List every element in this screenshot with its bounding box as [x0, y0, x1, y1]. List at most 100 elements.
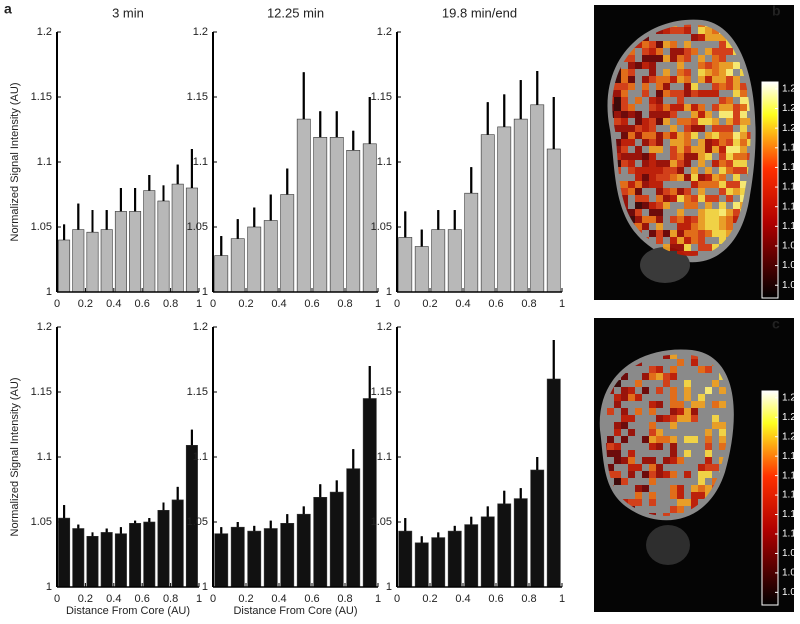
heatmap-cell	[663, 354, 670, 359]
heatmap-cell	[698, 244, 705, 251]
heatmap-cell	[656, 41, 663, 48]
heatmap-cell	[684, 230, 691, 237]
x-tick-label: 0.6	[304, 593, 319, 605]
heatmap-cell	[698, 216, 705, 223]
heatmap-cell	[663, 55, 670, 62]
heatmap-cell	[740, 83, 747, 90]
heatmap-cell	[691, 485, 698, 492]
heatmap-cell	[726, 62, 733, 69]
heatmap-cell	[642, 457, 649, 464]
heatmap-cell	[677, 90, 684, 97]
heatmap-cell	[677, 230, 684, 237]
heatmap-cell	[621, 153, 628, 160]
heatmap-cell	[719, 111, 726, 118]
heatmap-cell	[649, 48, 656, 55]
heatmap-cell	[726, 188, 733, 195]
heatmap-cell	[614, 478, 621, 485]
colorbar-tick-label: 1.2	[782, 431, 796, 442]
heatmap-cell	[642, 90, 649, 97]
heatmap-cell	[656, 436, 663, 443]
heatmap-cell	[677, 97, 684, 104]
colorbar-tick-label: 1.06	[782, 260, 800, 271]
heatmap-cell	[649, 408, 656, 415]
chart-title: 3 min	[112, 5, 144, 20]
heatmap-cell	[642, 167, 649, 174]
heatmap-cell	[614, 111, 621, 118]
heatmap-cell	[663, 471, 670, 478]
heatmap-cell	[712, 401, 719, 408]
heatmap-cell	[635, 216, 642, 223]
heatmap-cell	[712, 27, 719, 34]
heatmap-cell	[663, 69, 670, 76]
heatmap-cell	[698, 485, 705, 492]
heatmap-cell	[677, 76, 684, 83]
heatmap-cell	[691, 499, 698, 506]
panel-letter: a	[4, 1, 12, 17]
bar	[497, 126, 512, 293]
heatmap-cell	[719, 422, 726, 429]
heatmap-cell	[726, 230, 733, 237]
bar	[480, 516, 495, 588]
heatmap-cell	[684, 90, 691, 97]
bar	[346, 150, 361, 293]
heatmap-cell	[656, 223, 663, 230]
heatmap-cell	[677, 359, 684, 366]
heatmap-cell	[691, 216, 698, 223]
heatmap-cell	[612, 104, 614, 111]
colorbar	[761, 390, 779, 606]
heatmap-cell	[691, 132, 698, 139]
heatmap-cell	[670, 415, 677, 422]
heatmap-cell	[677, 160, 684, 167]
heatmap-cell	[656, 429, 663, 436]
heatmap-cell	[670, 195, 677, 202]
heatmap-cell	[684, 436, 691, 443]
heatmap-cell	[705, 209, 712, 216]
heatmap-cell	[698, 55, 705, 62]
heatmap-cell	[649, 230, 656, 237]
heatmap-cell	[719, 160, 726, 167]
y-tick-label: 1.15	[31, 91, 52, 103]
heatmap-cell	[705, 132, 712, 139]
heatmap-cell	[726, 48, 733, 55]
heatmap-cell	[635, 167, 642, 174]
heatmap-cell	[607, 408, 614, 415]
heatmap-cell	[698, 76, 705, 83]
heatmap-cell	[628, 499, 635, 506]
heatmap-cell	[656, 146, 663, 153]
heatmap-cell	[684, 387, 691, 394]
bar	[171, 183, 184, 293]
x-tick-label: 0.4	[455, 593, 470, 605]
heatmap-cell	[649, 55, 656, 62]
heatmap-cell	[677, 48, 684, 55]
heatmap-cell	[663, 174, 670, 181]
bar	[530, 469, 545, 588]
heatmap-cell	[712, 244, 719, 251]
heatmap-cell	[705, 244, 712, 251]
heatmap-cell	[719, 174, 726, 181]
heatmap-cell	[698, 492, 705, 499]
heatmap-cell	[612, 111, 614, 118]
heatmap-cell	[719, 104, 726, 111]
y-tick-label: 1.2	[37, 321, 52, 333]
heatmap-cell	[670, 373, 677, 380]
x-tick-label: 0.6	[488, 593, 503, 605]
heatmap-cell	[670, 146, 677, 153]
y-tick-label: 1	[46, 581, 52, 593]
heatmap-cell	[649, 499, 656, 506]
heatmap-cell	[656, 471, 663, 478]
heatmap-cell	[712, 181, 719, 188]
heatmap-cell	[621, 160, 628, 167]
heatmap-cell	[712, 125, 719, 132]
x-tick-label: 0.2	[422, 593, 437, 605]
heatmap-cell	[733, 118, 740, 125]
heatmap-cell	[670, 132, 677, 139]
y-tick-label: 1	[202, 581, 208, 593]
bar	[414, 246, 429, 293]
heatmap-cell	[733, 104, 740, 111]
heatmap-cell	[712, 139, 719, 146]
heatmap-cell	[649, 160, 656, 167]
y-tick-label: 1.1	[377, 451, 392, 463]
heatmap-cell	[677, 104, 684, 111]
heatmap-cell	[677, 55, 684, 62]
heatmap-cell	[642, 139, 649, 146]
